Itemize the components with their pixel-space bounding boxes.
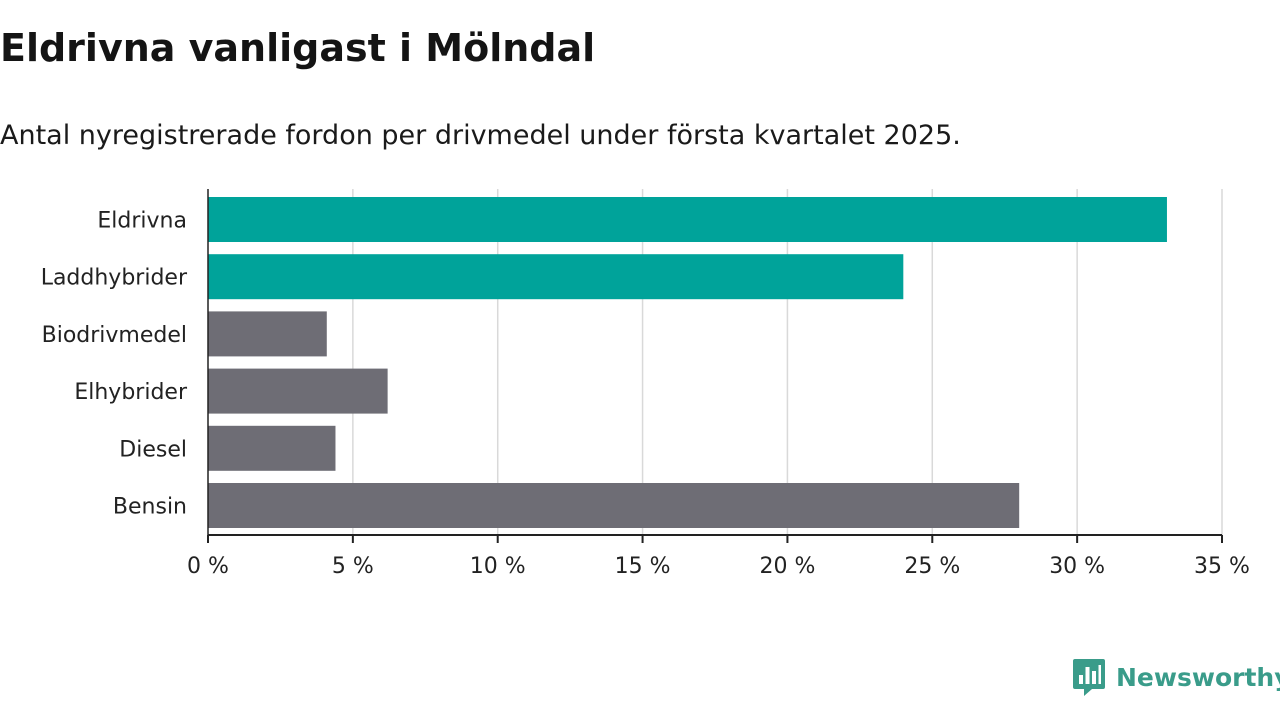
category-label: Biodrivmedel (42, 323, 187, 348)
x-tick-label: 20 % (759, 554, 815, 579)
newsworthy-logo-text: Newsworthy (1116, 662, 1280, 692)
newsworthy-logo-icon (1073, 659, 1105, 696)
category-label: Diesel (119, 437, 187, 462)
x-tick-label: 35 % (1194, 554, 1250, 579)
bar (208, 254, 904, 300)
chart-subtitle: Antal nyregistrerade fordon per drivmede… (0, 120, 961, 151)
x-tick-label: 0 % (187, 554, 229, 579)
x-tick-label: 5 % (332, 554, 374, 579)
x-tick-label: 10 % (470, 554, 526, 579)
x-tick-label: 25 % (904, 554, 960, 579)
bar (208, 483, 1020, 528)
bar (208, 368, 388, 414)
bar (208, 425, 336, 471)
category-label: Eldrivna (97, 209, 187, 234)
x-tick-label: 15 % (615, 554, 671, 579)
category-label: Elhybrider (74, 380, 188, 405)
category-label: Bensin (113, 495, 187, 520)
chart-title: Eldrivna vanligast i Mölndal (0, 26, 596, 70)
x-tick-label: 30 % (1049, 554, 1105, 579)
bar (208, 311, 327, 357)
newsworthy-logo: Newsworthy (1072, 655, 1280, 699)
category-label: Laddhybrider (41, 266, 188, 291)
bar (208, 197, 1167, 242)
